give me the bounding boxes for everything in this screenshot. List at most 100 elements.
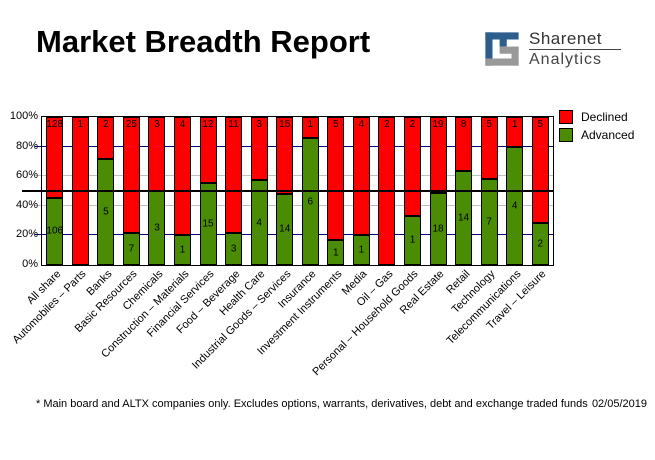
report-date: 02/05/2019 <box>591 398 647 410</box>
y-label-0: 0% <box>22 258 38 270</box>
segment-declined: 2 <box>97 117 115 160</box>
segment-declined: 4 <box>174 117 192 236</box>
brand-name: Sharenet <box>529 29 602 48</box>
legend-item-advanced: Advanced <box>559 128 634 142</box>
segment-declined: 15 <box>276 117 294 194</box>
value-declined: 11 <box>228 119 239 130</box>
segment-declined: 3 <box>250 117 268 181</box>
bar-0: 128 106 <box>46 117 64 265</box>
segment-declined: 11 <box>225 117 243 234</box>
value-declined: 1 <box>307 119 314 130</box>
value-advanced: 2 <box>537 238 543 250</box>
value-advanced: 7 <box>128 243 135 255</box>
bar-9: 15 14 <box>276 117 294 265</box>
bar-6: 12 15 <box>199 117 217 265</box>
value-advanced: 7 <box>486 216 492 228</box>
page-title: Market Breadth Report <box>36 24 371 59</box>
gridline-80 <box>42 145 553 147</box>
segment-advanced <box>455 170 473 265</box>
chart: 128 106 1 2 5 25 7 3 3 4 1 12 15 11 3 3 4 15 14 1 6 5 1 4 1 2 2 1 19… <box>9 110 634 378</box>
value-advanced: 4 <box>256 217 262 229</box>
segment-declined: 128 <box>46 117 64 198</box>
value-declined: 8 <box>460 119 467 130</box>
segment-declined: 4 <box>352 117 370 236</box>
segment-declined: 8 <box>455 117 473 171</box>
value-declined: 5 <box>486 119 492 130</box>
legend: Declined Advanced <box>559 110 634 146</box>
segment-declined: 1 <box>506 117 524 147</box>
value-advanced: 14 <box>458 212 470 224</box>
segment-advanced <box>225 233 243 265</box>
segment-advanced <box>352 235 370 265</box>
brand-divider <box>529 49 621 50</box>
segment-advanced <box>122 232 140 265</box>
value-advanced: 1 <box>409 234 416 246</box>
value-advanced: 3 <box>230 243 237 255</box>
segment-advanced <box>276 193 294 265</box>
segment-advanced <box>531 222 549 265</box>
value-advanced: 18 <box>432 223 444 235</box>
value-declined: 15 <box>279 119 291 130</box>
segment-advanced <box>506 146 524 265</box>
value-advanced: 14 <box>279 223 291 235</box>
y-tick-20 <box>35 234 41 236</box>
value-declined: 3 <box>256 119 262 130</box>
bar-7: 11 3 <box>225 117 243 265</box>
footnote: * Main board and ALTX companies only. Ex… <box>36 398 588 410</box>
segment-advanced <box>403 215 421 265</box>
segment-declined: 5 <box>531 117 549 223</box>
value-declined: 2 <box>384 119 390 130</box>
segment-advanced <box>97 159 115 265</box>
bar-15: 19 18 <box>429 117 447 265</box>
value-declined: 1 <box>511 119 518 130</box>
value-declined: 5 <box>333 119 339 130</box>
segment-advanced <box>199 182 217 265</box>
value-advanced: 6 <box>307 196 314 208</box>
sharenet-logo-icon <box>483 30 521 68</box>
value-declined: 3 <box>154 119 160 130</box>
value-declined: 1 <box>77 119 84 130</box>
y-tick-60 <box>35 175 41 177</box>
segment-declined: 2 <box>403 117 421 216</box>
brand-subname: Analytics <box>529 51 603 68</box>
value-declined: 4 <box>179 119 186 130</box>
value-declined: 19 <box>432 119 444 130</box>
segment-advanced <box>46 197 64 265</box>
segment-advanced <box>174 235 192 265</box>
y-label-100: 100% <box>9 110 38 122</box>
value-declined: 4 <box>358 119 365 130</box>
value-declined: 2 <box>409 119 416 130</box>
value-declined: 128 <box>46 119 64 130</box>
y-tick-80 <box>35 145 41 147</box>
segment-advanced <box>327 240 345 265</box>
value-declined: 5 <box>537 119 543 130</box>
segment-declined: 19 <box>429 117 447 193</box>
y-label-60: 60% <box>15 169 38 182</box>
value-declined: 25 <box>125 119 137 130</box>
y-label-20: 20% <box>15 228 38 241</box>
brand-logo: Sharenet Analytics <box>483 29 621 69</box>
segment-declined: 3 <box>148 117 166 191</box>
value-declined: 2 <box>103 119 109 130</box>
segment-declined: 25 <box>122 117 140 233</box>
legend-swatch-advanced <box>559 128 573 142</box>
brand-text: Sharenet Analytics <box>529 29 621 69</box>
segment-advanced <box>429 193 447 265</box>
value-declined: 12 <box>202 119 214 130</box>
midline-50pct <box>22 190 553 192</box>
segment-declined: 5 <box>327 117 345 241</box>
segment-advanced <box>250 180 268 265</box>
legend-label-declined: Declined <box>581 110 628 124</box>
gridline-40 <box>42 204 553 206</box>
segment-declined: 5 <box>480 117 498 179</box>
segment-declined: 12 <box>199 117 217 183</box>
y-tick-40 <box>35 204 41 206</box>
value-advanced: 4 <box>511 200 518 212</box>
segment-advanced <box>301 138 319 265</box>
